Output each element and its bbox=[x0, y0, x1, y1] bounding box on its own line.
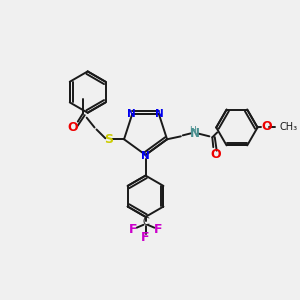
Text: F: F bbox=[128, 223, 137, 236]
Text: S: S bbox=[104, 133, 113, 146]
Text: C: C bbox=[142, 217, 149, 227]
Text: H: H bbox=[189, 126, 196, 135]
Text: N: N bbox=[141, 151, 150, 161]
Text: O: O bbox=[210, 148, 220, 160]
Text: N: N bbox=[190, 127, 200, 140]
Text: N: N bbox=[155, 109, 164, 119]
Text: F: F bbox=[141, 231, 150, 244]
Text: O: O bbox=[261, 120, 272, 133]
Text: O: O bbox=[68, 121, 78, 134]
Text: N: N bbox=[127, 109, 136, 119]
Text: CH₃: CH₃ bbox=[279, 122, 297, 131]
Text: F: F bbox=[154, 223, 163, 236]
